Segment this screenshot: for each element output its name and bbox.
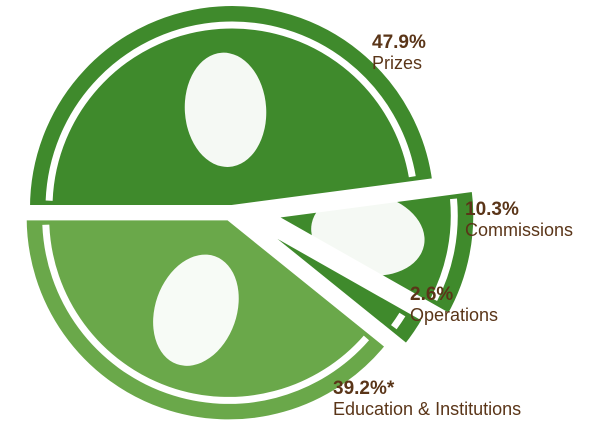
slice-ring-gap xyxy=(42,224,370,404)
value-label: 2.6% xyxy=(410,284,453,305)
category-label: Education & Institutions xyxy=(333,399,521,419)
value-label: 47.9% xyxy=(372,32,426,53)
category-label: Prizes xyxy=(372,53,422,73)
slice-ring-gap xyxy=(45,21,416,201)
slice-ring-gap xyxy=(430,198,458,301)
category-label: Commissions xyxy=(465,220,573,240)
category-label: Operations xyxy=(410,305,498,325)
value-label: 39.2%* xyxy=(333,378,395,399)
value-label: 10.3% xyxy=(465,199,519,220)
pie-slice xyxy=(245,215,430,352)
leaf-cutout xyxy=(311,192,425,276)
leaf-cutout xyxy=(153,254,239,366)
slice-ring-gap xyxy=(391,312,406,330)
leaf-cutout xyxy=(184,52,267,167)
